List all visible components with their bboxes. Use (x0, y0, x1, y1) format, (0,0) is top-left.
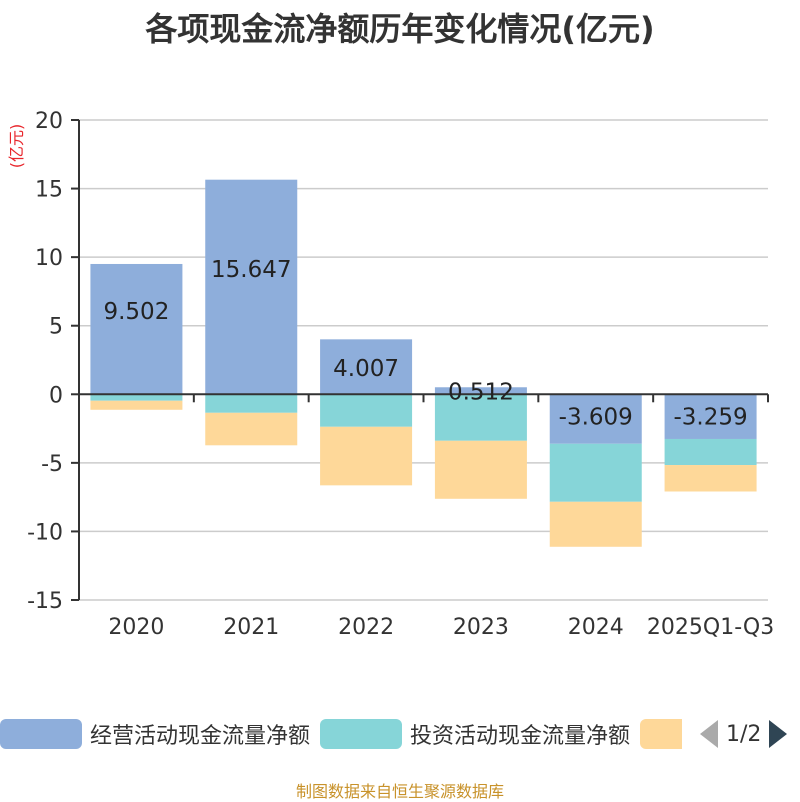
bar-operating-2025Q1-Q3 (664, 394, 757, 439)
bar-operating-2020 (90, 263, 183, 395)
legend-swatch-operating (0, 719, 82, 749)
legend-swatch-investing (320, 719, 402, 749)
data-label-2023: 0.512 (448, 379, 514, 405)
label-layer: 9.502 15.647 4.007 0.512 -3.609 -3.259 (103, 257, 747, 430)
bar-financing-2023 (434, 440, 527, 499)
bar-investing-2020 (90, 394, 183, 401)
grid-layer (79, 119, 768, 601)
y-tick-label: -10 (27, 520, 63, 545)
pager-next-icon[interactable] (769, 720, 788, 748)
data-label-2021: 15.647 (211, 257, 291, 283)
legend-item-investing[interactable]: 投资活动现金流量净额 (320, 716, 630, 752)
bar-operating-2022 (320, 339, 413, 395)
data-label-2025Q1-Q3: -3.259 (674, 404, 748, 430)
bar-investing-2021 (205, 394, 298, 413)
y-tick-label: 15 (35, 178, 63, 203)
legend-item-financing[interactable] (640, 716, 682, 752)
data-label-2020: 9.502 (103, 299, 169, 325)
bar-financing-2022 (320, 426, 413, 486)
y-tick-label: 0 (49, 383, 63, 408)
x-tick-label: 2024 (568, 615, 624, 640)
legend: 经营活动现金流量净额 投资活动现金流量净额 (0, 716, 800, 752)
x-tick-label: 2023 (453, 615, 509, 640)
legend-label-investing: 投资活动现金流量净额 (410, 724, 631, 749)
chart-title: 各项现金流净额历年变化情况(亿元) (145, 10, 655, 48)
bar-investing-2022 (320, 394, 413, 427)
y-tick-label: 10 (35, 246, 63, 271)
bar-operating-2021 (205, 179, 298, 395)
bar-operating-2024 (549, 394, 642, 444)
bar-investing-2024 (549, 443, 642, 502)
bar-financing-2021 (205, 412, 298, 446)
legend-swatch-financing (640, 719, 682, 749)
data-label-2022: 4.007 (333, 356, 399, 382)
chart-plot: -15 -10 -5 0 5 10 15 20 (亿元) 2020 2021 2022 2023 2024… (7, 109, 774, 640)
x-tick-label: 2021 (223, 615, 279, 640)
y-tick-label: -15 (27, 589, 63, 614)
bar-operating-2023 (434, 387, 527, 395)
y-tick-label: -5 (41, 452, 63, 477)
pager-text: 1/2 (726, 721, 762, 747)
bar-investing-2025Q1-Q3 (664, 438, 757, 466)
y-tick-label: 5 (49, 315, 63, 340)
x-tick-label: 2025Q1-Q3 (647, 615, 774, 640)
bar-financing-2024 (549, 501, 642, 547)
pager-prev-icon[interactable] (700, 720, 718, 748)
x-tick-label: 2022 (338, 615, 394, 640)
data-label-2024: -3.609 (559, 404, 633, 430)
legend-pager: 1/2 (700, 716, 788, 752)
axis-layer: -15 -10 -5 0 5 10 15 20 (亿元) 2020 2021 2022 2023 2024… (7, 109, 774, 640)
bar-financing-2025Q1-Q3 (664, 465, 757, 492)
legend-item-operating[interactable]: 经营活动现金流量净额 (0, 716, 310, 752)
y-tick-label: 20 (35, 109, 63, 134)
bar-investing-2023 (434, 394, 527, 441)
y-axis-unit-label: (亿元) (7, 124, 26, 169)
bar-financing-2020 (90, 400, 183, 410)
legend-label-operating: 经营活动现金流量净额 (90, 724, 311, 749)
source-note: 制图数据来自恒生聚源数据库 (295, 782, 504, 801)
bar-layer (90, 179, 757, 547)
x-tick-label: 2020 (108, 615, 164, 640)
